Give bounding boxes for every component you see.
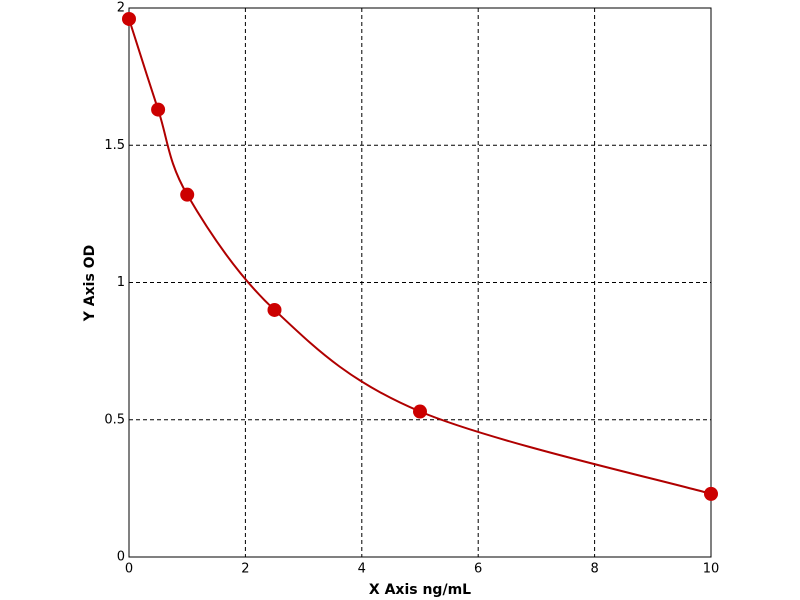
y-tick-label: 0.5 (104, 412, 125, 427)
curve (128, 18, 712, 495)
data-point (151, 102, 166, 117)
x-tick-label: 2 (241, 562, 249, 577)
x-tick-label: 6 (474, 562, 482, 577)
x-tick-label: 4 (358, 562, 366, 577)
x-tick-label: 10 (703, 562, 720, 577)
y-tick-label: 1.5 (104, 138, 125, 153)
y-axis-label: Y Axis OD (82, 245, 98, 322)
data-point (413, 404, 427, 419)
y-tick-label: 2 (117, 1, 125, 16)
plot-frame (128, 7, 712, 558)
data-point (704, 486, 718, 501)
x-tick-label: 0 (125, 562, 133, 577)
y-tick-label: 1 (117, 275, 125, 290)
data-point (267, 302, 282, 317)
data-point (180, 187, 195, 202)
y-tick-label: 0 (117, 550, 125, 565)
x-axis-label: X Axis ng/mL (369, 582, 471, 598)
x-tick-label: 8 (590, 562, 598, 577)
data-point (122, 11, 136, 26)
